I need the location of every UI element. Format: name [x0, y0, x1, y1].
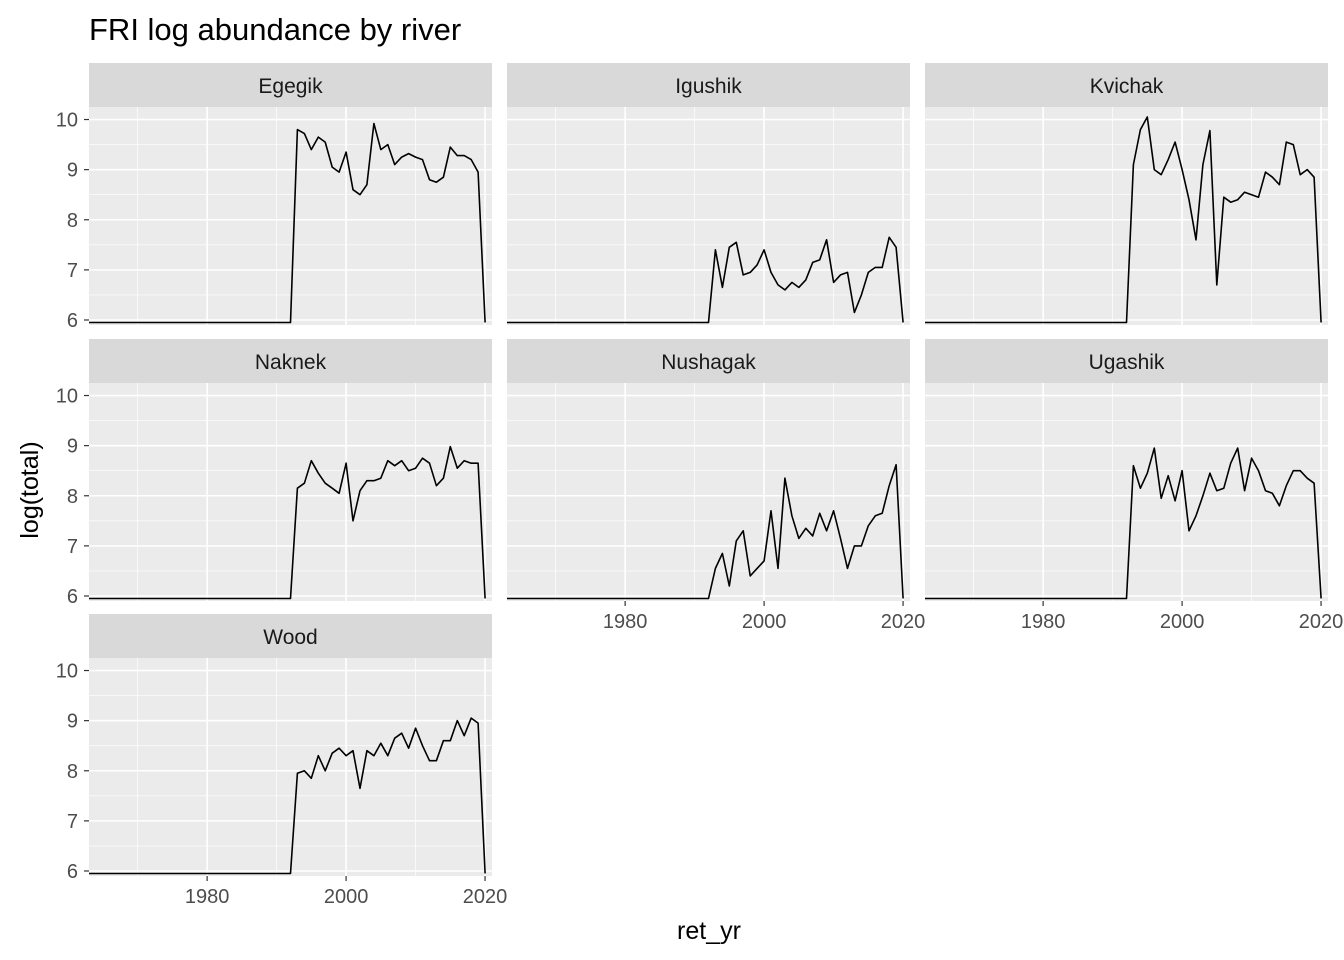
series-line-naknek — [89, 445, 486, 600]
facet-strip-label: Egegik — [258, 75, 323, 98]
facet-strip — [925, 63, 1328, 107]
facet-panels: Egegik 6 7 8 9 10 Igushik Kvichak Naknek 6 7 8 9 10 Nu… — [56, 63, 1343, 908]
x-tick-label: 1980 — [1021, 611, 1066, 633]
y-tick-label: 8 — [67, 486, 78, 508]
facet-strip — [89, 339, 492, 383]
chart-title: FRI log abundance by river — [89, 12, 461, 47]
facet-strip-label: Ugashik — [1089, 351, 1165, 374]
facet-ugashik: Ugashik 1980 2000 2020 — [925, 339, 1343, 633]
y-tick-label: 10 — [56, 110, 78, 132]
facet-wood: Wood 6 7 8 9 10 1980 2000 2020 — [56, 614, 508, 908]
y-tick-label: 10 — [56, 661, 78, 683]
panel-background — [925, 383, 1328, 601]
y-tick-label: 7 — [67, 811, 78, 833]
facet-strip-label: Igushik — [675, 75, 742, 98]
y-tick-label: 7 — [67, 536, 78, 558]
facet-kvichak: Kvichak — [925, 63, 1328, 325]
facet-egegik: Egegik 6 7 8 9 10 — [56, 63, 492, 332]
panel-background — [507, 107, 910, 325]
y-tick-label: 9 — [67, 436, 78, 458]
y-tick-label: 6 — [67, 310, 78, 332]
y-tick-label: 8 — [67, 210, 78, 232]
y-tick-label: 7 — [67, 260, 78, 282]
facet-strip — [89, 63, 492, 107]
facet-strip — [507, 63, 910, 107]
x-tick-label: 1980 — [185, 886, 230, 908]
panel-background — [89, 658, 492, 876]
facet-strip — [507, 339, 910, 383]
series-line-nushagak — [507, 463, 904, 600]
facet-strip-label: Nushagak — [661, 351, 756, 374]
series-line-kvichak — [925, 116, 1322, 324]
panel-background — [89, 383, 492, 601]
x-tick-label: 2000 — [742, 611, 787, 633]
y-tick-label: 6 — [67, 586, 78, 608]
y-tick-label: 6 — [67, 861, 78, 883]
y-tick-label: 8 — [67, 761, 78, 783]
facet-strip — [925, 339, 1328, 383]
panel-background — [89, 107, 492, 325]
facet-naknek: Naknek 6 7 8 9 10 — [56, 339, 492, 608]
series-line-ugashik — [925, 447, 1322, 600]
x-tick-label: 1980 — [603, 611, 648, 633]
y-tick-label: 9 — [67, 160, 78, 182]
x-tick-label: 2000 — [1160, 611, 1205, 633]
series-line-egegik — [89, 122, 486, 324]
y-tick-label: 10 — [56, 386, 78, 408]
series-line-igushik — [507, 236, 904, 324]
x-tick-label: 2020 — [463, 886, 508, 908]
facet-nushagak: Nushagak 1980 2000 2020 — [507, 339, 925, 633]
panel-background — [925, 107, 1328, 325]
series-line-wood — [89, 717, 486, 875]
x-axis-title: ret_yr — [677, 917, 741, 945]
x-tick-label: 2020 — [1299, 611, 1344, 633]
facet-strip-label: Kvichak — [1090, 75, 1164, 98]
facet-strip-label: Wood — [263, 626, 317, 649]
panel-background — [507, 383, 910, 601]
facet-igushik: Igushik — [507, 63, 910, 325]
x-tick-label: 2000 — [324, 886, 369, 908]
y-axis-title: log(total) — [16, 441, 44, 538]
y-tick-label: 9 — [67, 711, 78, 733]
facet-strip-label: Naknek — [255, 351, 327, 374]
facet-strip — [89, 614, 492, 658]
x-tick-label: 2020 — [881, 611, 926, 633]
